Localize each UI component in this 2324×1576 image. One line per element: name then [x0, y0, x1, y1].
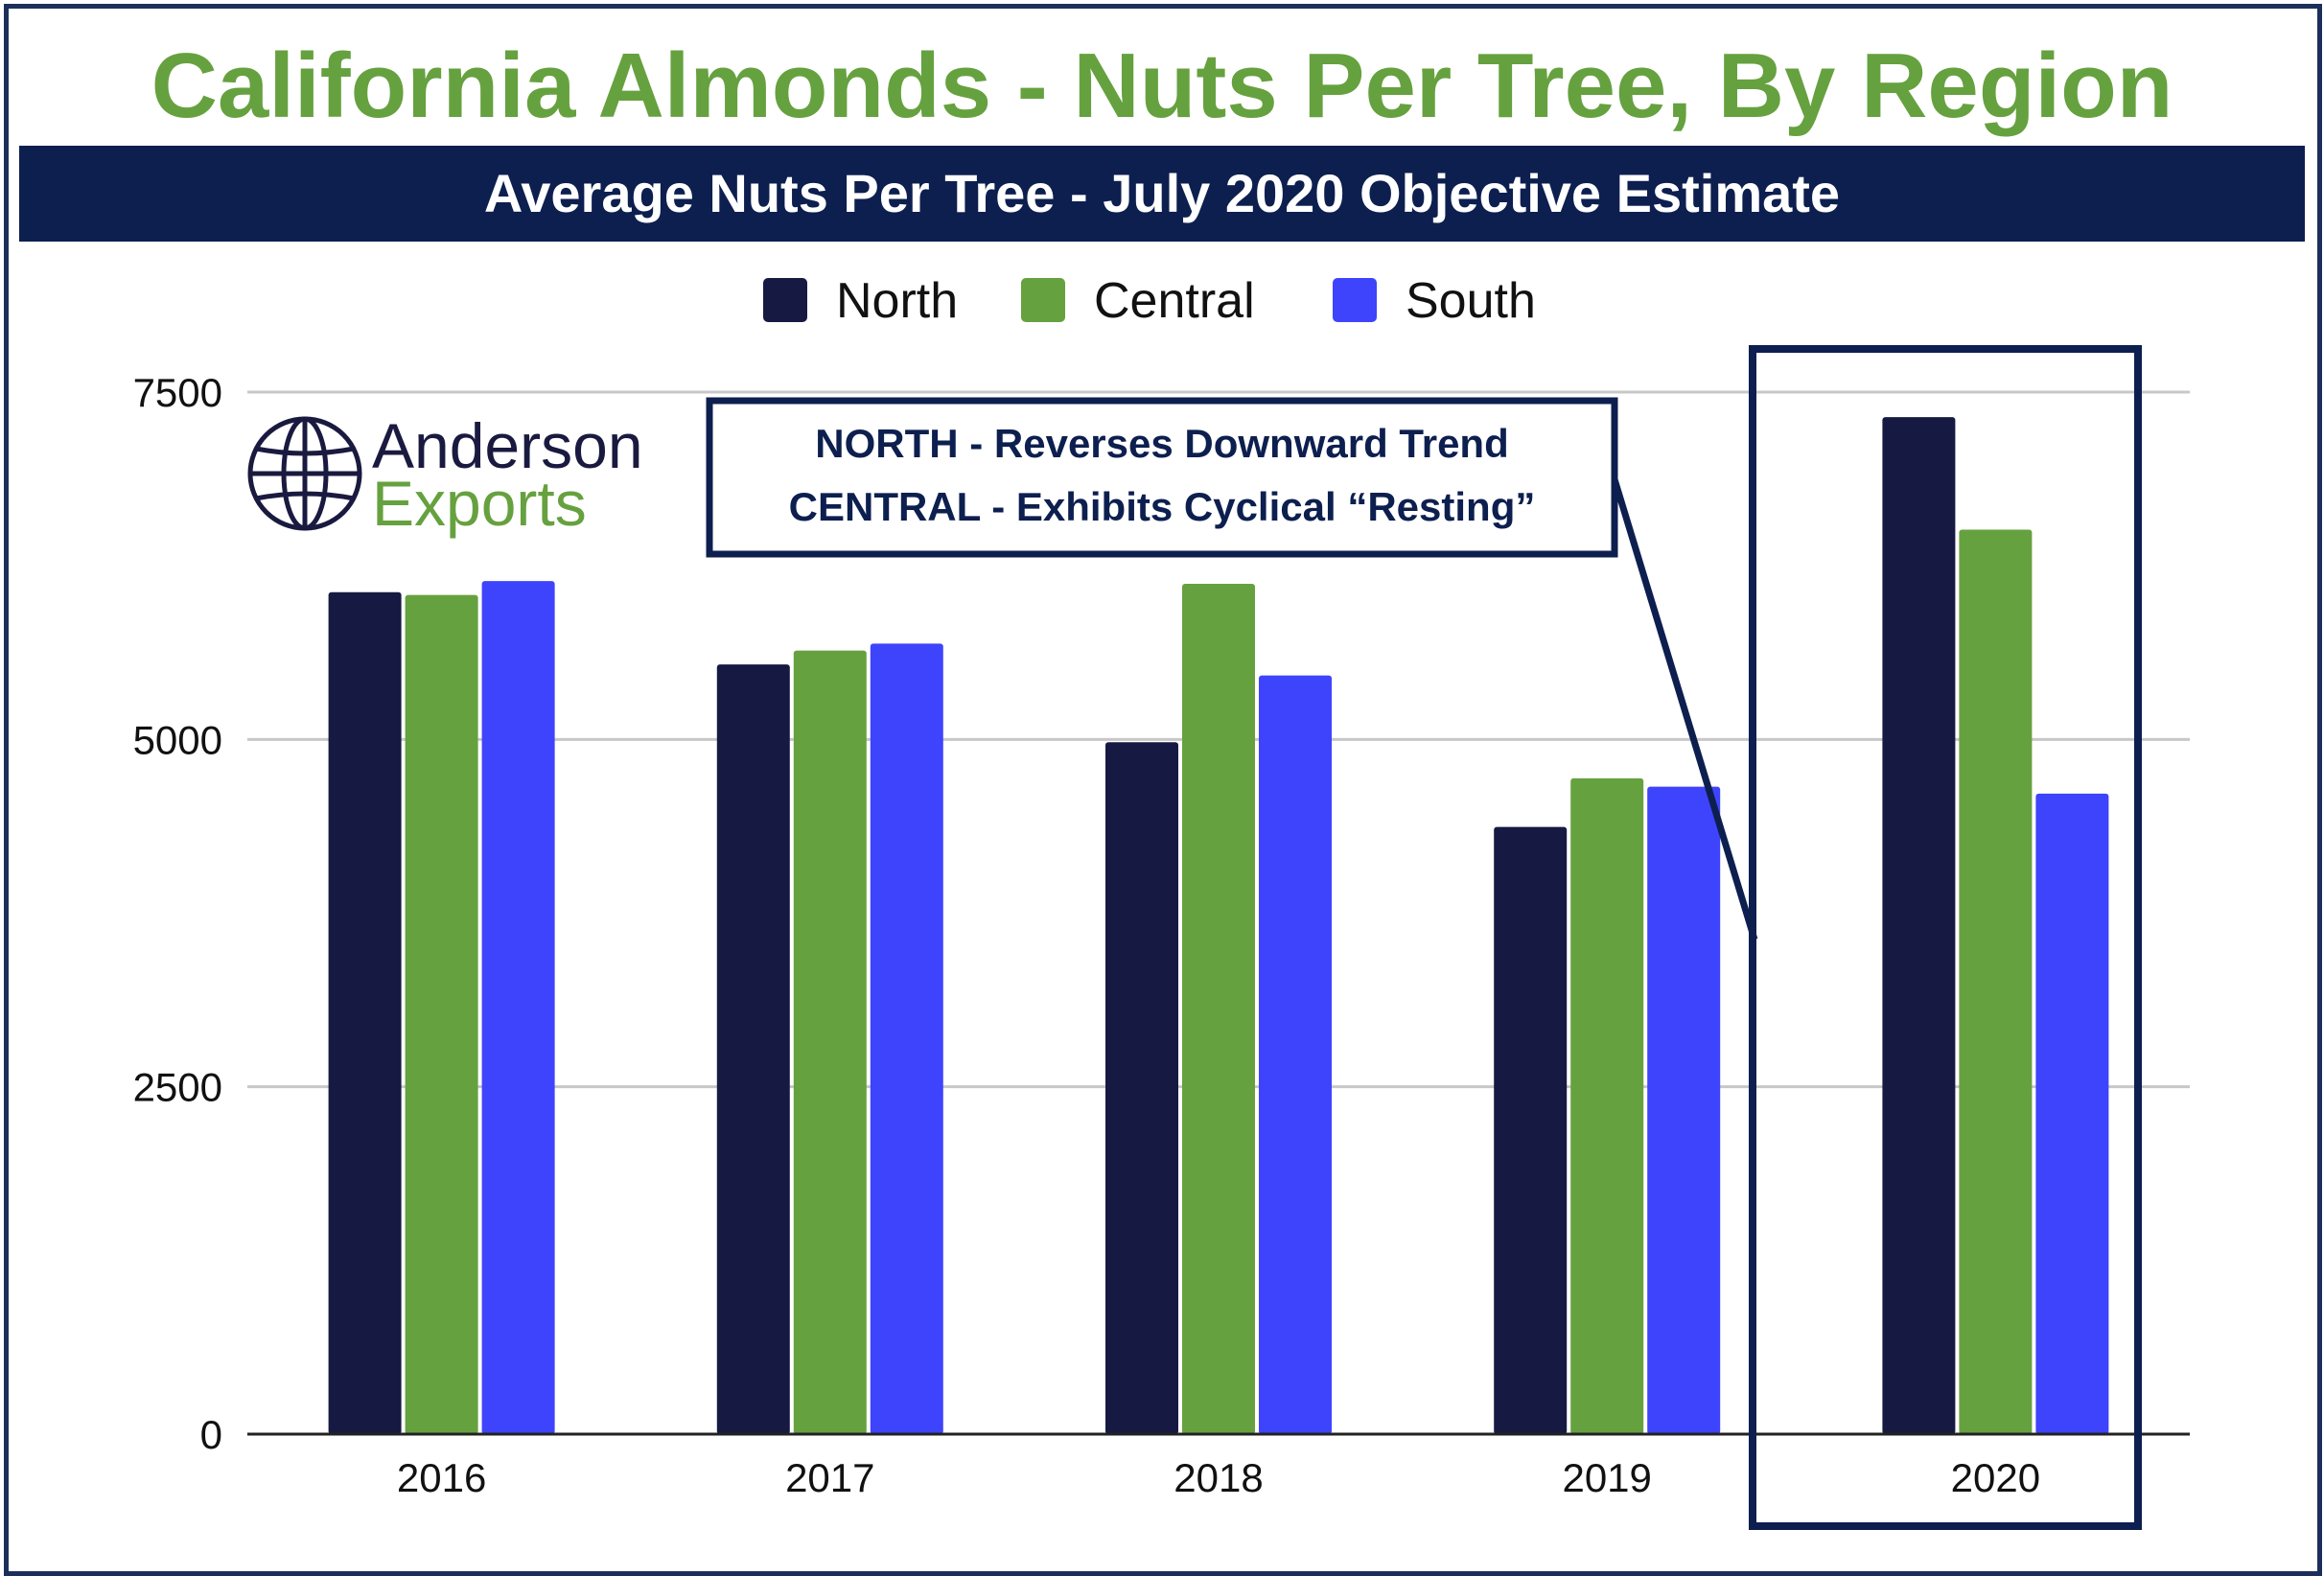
bar-north-2020	[1882, 417, 1956, 1434]
bar-south-2018	[1259, 675, 1332, 1434]
x-axis-ticks: 2016 2017 2018 2019 2020	[397, 1455, 2040, 1500]
legend-swatch-south	[1333, 278, 1377, 322]
legend-swatch-central	[1021, 278, 1065, 322]
bar-north-2019	[1494, 826, 1568, 1434]
bar-north-2017	[716, 664, 790, 1434]
anderson-exports-logo: Anderson Exports	[247, 410, 643, 539]
bar-north-2018	[1105, 742, 1178, 1434]
legend-swatch-north	[763, 278, 807, 322]
bar-central-2019	[1570, 777, 1644, 1434]
bar-central-2020	[1959, 529, 2033, 1434]
bar-central-2017	[793, 650, 867, 1434]
bar-south-2019	[1647, 786, 1721, 1434]
y-tick-label: 2500	[133, 1065, 222, 1110]
x-tick-label: 2016	[397, 1455, 486, 1500]
annotation-line-central: CENTRAL - Exhibits Cyclical “Resting”	[789, 484, 1536, 529]
legend-label-north: North	[836, 273, 958, 329]
annotation-pointer	[1611, 477, 1758, 941]
bar-south-2016	[481, 581, 555, 1434]
y-axis-ticks: 0 2500 5000 7500	[133, 370, 222, 1457]
x-tick-label: 2020	[1951, 1455, 2040, 1500]
legend: North Central South	[763, 273, 1536, 329]
y-tick-label: 5000	[133, 717, 222, 762]
x-tick-label: 2018	[1174, 1455, 1263, 1500]
bar-south-2017	[870, 643, 943, 1434]
logo-text-line2: Exports	[372, 468, 587, 539]
annotation-line-north: NORTH - Reverses Downward Trend	[815, 421, 1509, 466]
logo-text-line1: Anderson	[372, 410, 643, 481]
bars	[328, 417, 2109, 1434]
legend-label-central: Central	[1094, 273, 1255, 329]
bar-central-2018	[1182, 584, 1255, 1434]
bar-north-2016	[328, 591, 402, 1434]
chart-title: California Almonds - Nuts Per Tree, By R…	[151, 35, 2173, 137]
annotation-box	[706, 397, 1618, 558]
globe-icon	[247, 416, 362, 531]
x-tick-label: 2017	[785, 1455, 874, 1500]
annotation-callout: NORTH - Reverses Downward Trend CENTRAL …	[706, 397, 1758, 941]
y-tick-label: 7500	[133, 370, 222, 415]
bar-south-2020	[2035, 793, 2109, 1434]
legend-label-south: South	[1406, 273, 1536, 329]
y-tick-label: 0	[200, 1412, 222, 1457]
bar-central-2016	[405, 594, 478, 1434]
x-tick-label: 2019	[1562, 1455, 1651, 1500]
highlight-box-2020	[1749, 345, 2142, 1530]
chart-subtitle: Average Nuts Per Tree - July 2020 Object…	[19, 146, 2305, 242]
